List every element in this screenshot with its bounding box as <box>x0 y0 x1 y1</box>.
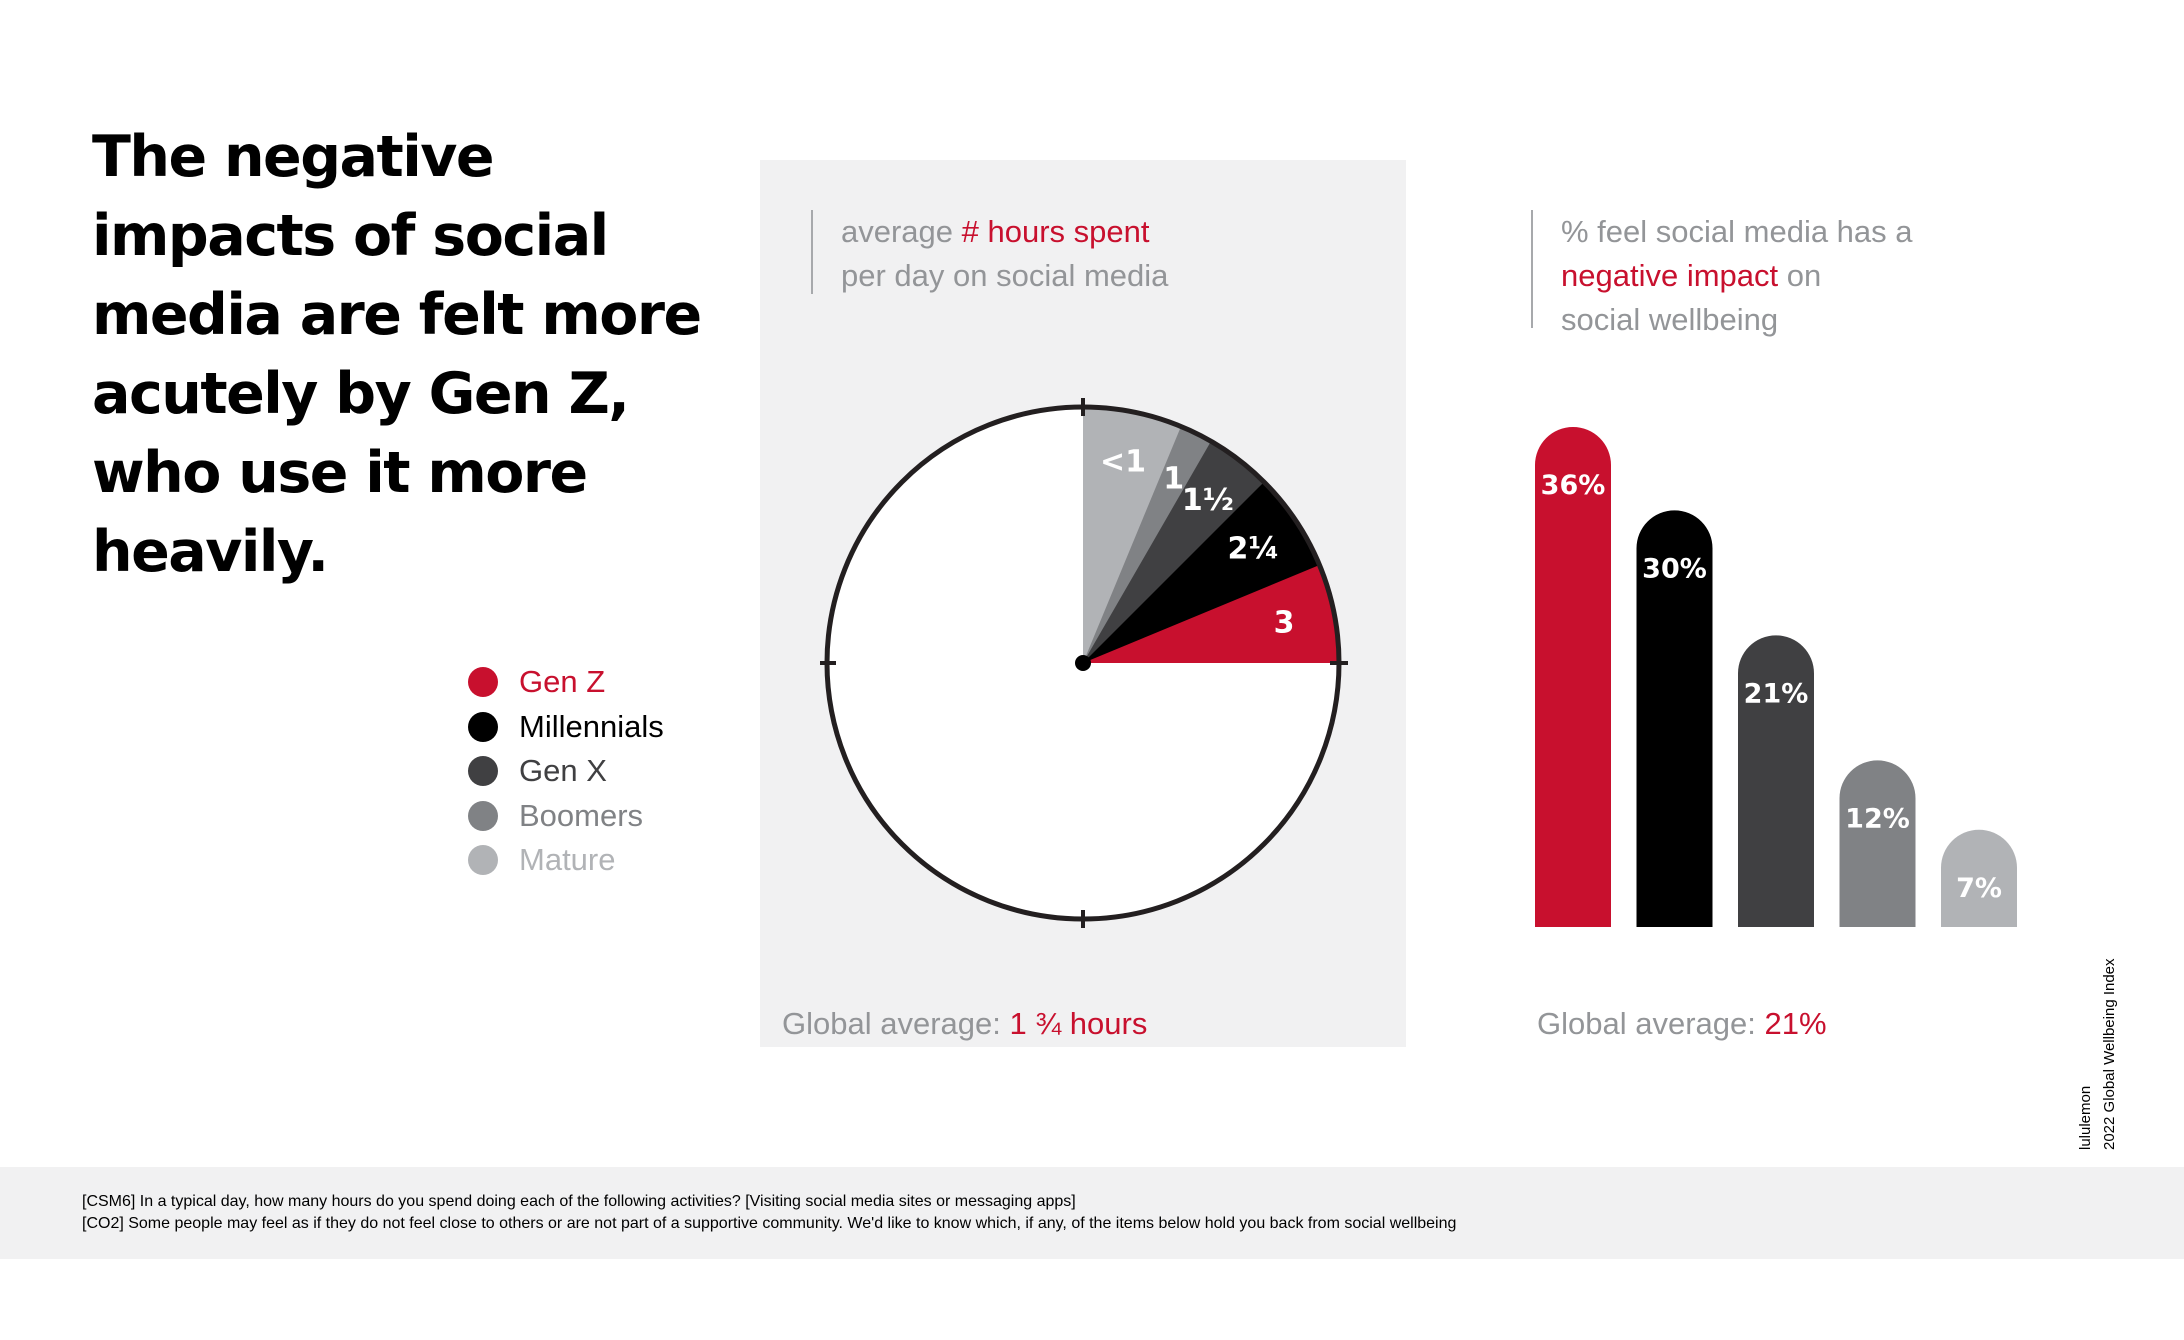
pie-slice-label-boomers: 1 <box>1163 462 1184 497</box>
pie-global-average-value: 1 ¾ hours <box>1009 1006 1148 1041</box>
bar-gen-x <box>1738 635 1814 927</box>
bar-chart: 36% 30% 21% 12% 7% <box>1535 427 2017 927</box>
pie-slice-label-millennials: 2¼ <box>1228 532 1280 567</box>
bar-caption-line-3: social wellbeing <box>1561 302 1779 337</box>
pie-slice-mature <box>1083 407 1181 663</box>
legend-dot <box>468 667 498 698</box>
pie-slice-label-gen-x: 1½ <box>1182 483 1234 518</box>
legend-label: Boomers <box>519 797 644 833</box>
footnote-co2: [CO2] Some people may feel as if they do… <box>82 1215 1457 1232</box>
bar-boomers <box>1839 760 1916 927</box>
bar-chart-caption: % feel social media has a negative impac… <box>1531 210 1913 337</box>
legend-dot <box>468 711 498 742</box>
bar-global-average: Global average: 21% <box>1537 1006 1827 1041</box>
pie-global-average: Global average: 1 ¾ hours <box>782 1006 1148 1041</box>
bar-gen-z <box>1535 427 1611 927</box>
bar-label-gen-x: 21% <box>1744 678 1809 709</box>
pie-caption-highlight: # hours spent <box>961 214 1150 249</box>
bar-label-mature: 7% <box>1956 873 2002 904</box>
footnotes-band: [CSM6] In a typical day, how many hours … <box>0 1167 2184 1259</box>
legend-item-boomers: Boomers <box>468 794 664 839</box>
legend: Gen Z Millennials Gen X Boomers Mature <box>468 660 664 883</box>
bar-caption-line-1: % feel social media has a <box>1561 214 1913 249</box>
bar-label-boomers: 12% <box>1845 803 1910 834</box>
legend-item-millennials: Millennials <box>468 705 664 750</box>
legend-dot <box>468 800 498 831</box>
source-credit: lululemon 2022 Global Wellbeing Index <box>2074 890 2134 1150</box>
pie-chart-caption: average # hours spent per day on social … <box>811 210 1168 294</box>
pie-caption-line-2: per day on social media <box>841 258 1169 293</box>
pie-center-dot <box>1075 655 1091 671</box>
source-brand: lululemon <box>2077 1085 2094 1150</box>
bar-caption-highlight: negative impact <box>1561 258 1779 293</box>
legend-label: Millennials <box>519 708 664 744</box>
legend-dot <box>468 845 498 876</box>
pie-slice-label-gen-z: 3 <box>1274 606 1295 641</box>
legend-label: Gen X <box>519 753 607 789</box>
bar-label-millennials: 30% <box>1642 553 1707 584</box>
bar-global-average-value: 21% <box>1764 1006 1827 1041</box>
bar-millennials <box>1636 510 1713 927</box>
pie-caption-line-1: average # hours spent <box>841 214 1150 249</box>
legend-item-gen-x: Gen X <box>468 749 664 794</box>
source-report: 2022 Global Wellbeing Index <box>2101 958 2118 1150</box>
bar-label-gen-z: 36% <box>1541 470 1606 501</box>
bar-mature <box>1941 829 2017 927</box>
pie-slice-label-mature: <1 <box>1100 444 1146 479</box>
legend-item-gen-z: Gen Z <box>468 660 664 705</box>
legend-dot <box>468 756 498 787</box>
pie-chart: <1 11½ 2¼ 3 <box>820 398 1348 928</box>
footnote-csm6: [CSM6] In a typical day, how many hours … <box>82 1193 1076 1210</box>
legend-item-mature: Mature <box>468 838 664 883</box>
bar-caption-line-2: negative impact on <box>1561 258 1822 293</box>
headline: The negative impacts of social media are… <box>92 124 702 585</box>
legend-label: Gen Z <box>519 664 606 700</box>
legend-label: Mature <box>519 842 616 878</box>
